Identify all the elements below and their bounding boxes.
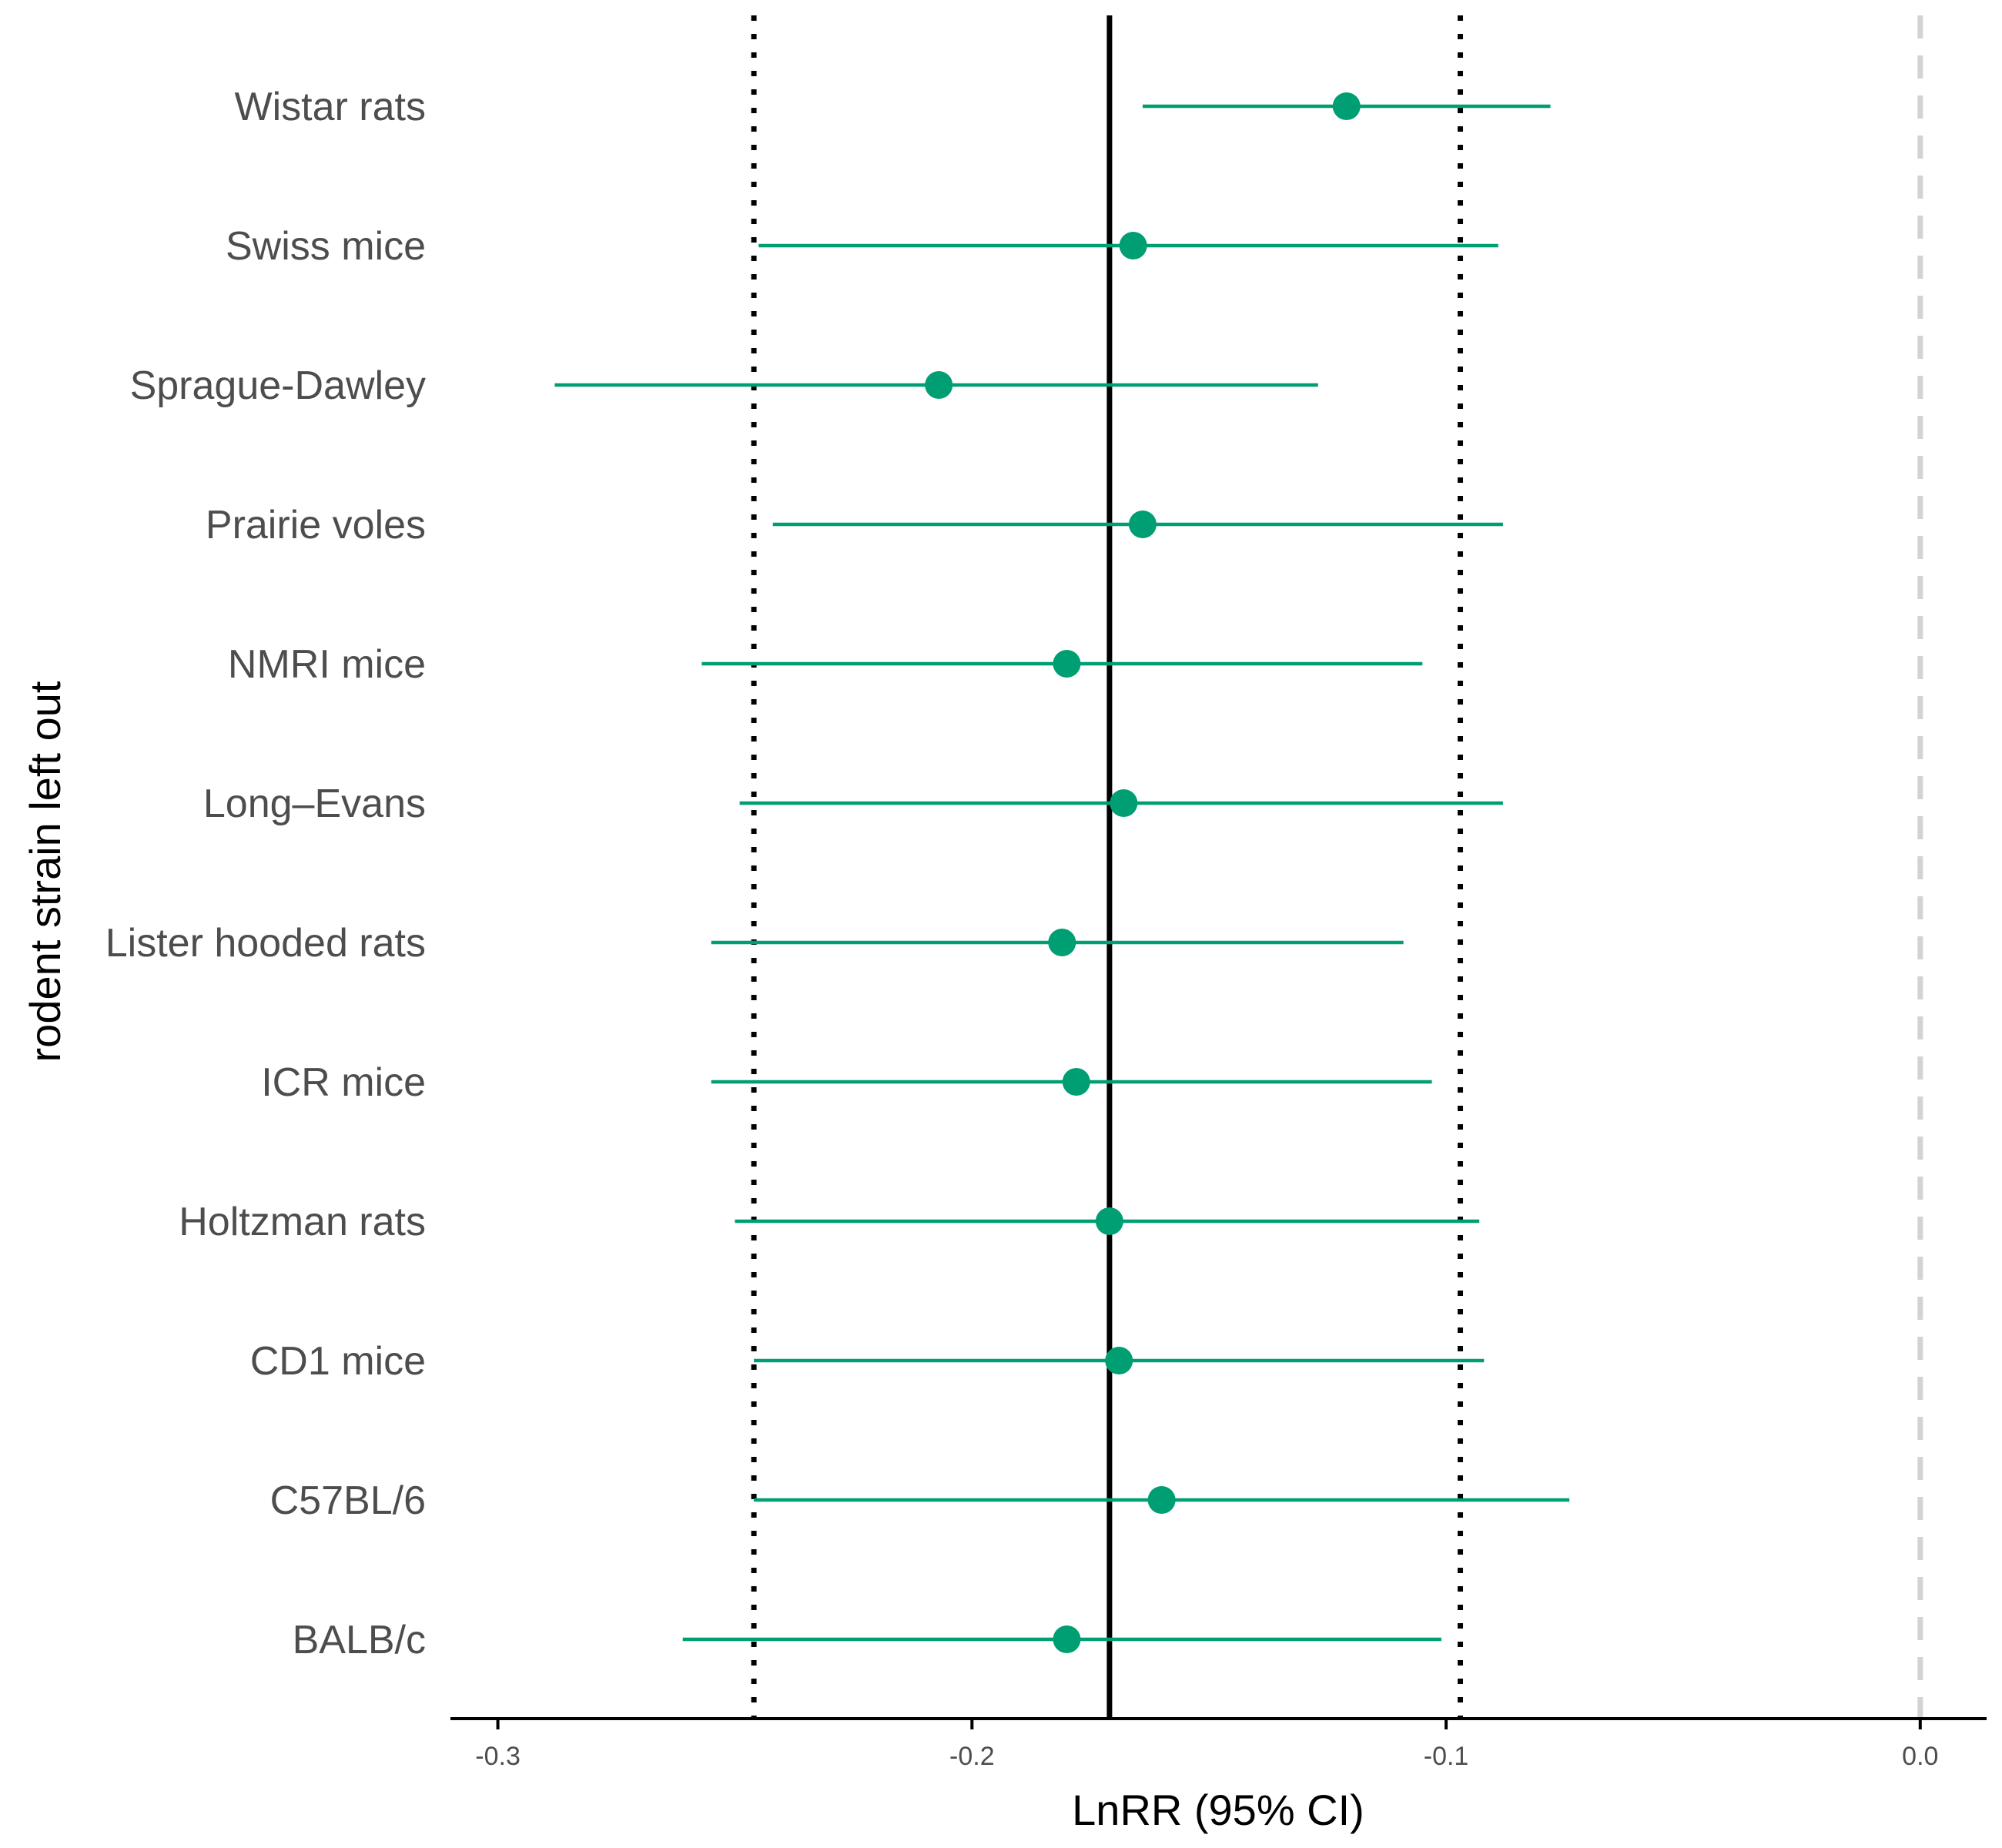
category-label: CD1 mice: [250, 1339, 426, 1384]
estimate-point: [1332, 92, 1361, 120]
category-label: Swiss mice: [226, 224, 426, 269]
estimate-point: [925, 371, 953, 399]
estimate-point: [1095, 1207, 1123, 1235]
category-label: ICR mice: [261, 1060, 426, 1105]
x-tick-label: 0.0: [1902, 1742, 1938, 1771]
x-tick-label: -0.2: [949, 1742, 995, 1771]
x-tick-label: -0.3: [475, 1742, 521, 1771]
estimate-point: [1053, 1625, 1081, 1653]
estimate-point: [1053, 650, 1081, 678]
estimate-point: [1110, 789, 1138, 817]
y-axis-labels: Wistar rats Swiss mice Sprague-Dawley Prair…: [105, 85, 426, 1662]
category-label: NMRI mice: [228, 642, 426, 687]
x-tick-label: -0.1: [1424, 1742, 1469, 1771]
category-label: C57BL/6: [270, 1478, 426, 1523]
category-label: Long–Evans: [203, 782, 426, 826]
y-axis-title: rodent strain left out: [21, 681, 69, 1062]
estimate-point: [1062, 1068, 1090, 1096]
estimate-point: [1048, 929, 1076, 956]
estimate-point: [1119, 232, 1147, 259]
category-label: BALB/c: [293, 1618, 426, 1662]
estimate-rows: [554, 92, 1570, 1653]
estimate-point: [1105, 1347, 1133, 1374]
category-label: Prairie voles: [206, 503, 426, 547]
category-label: Lister hooded rats: [105, 921, 426, 966]
category-label: Holtzman rats: [179, 1200, 426, 1244]
category-label: Sprague-Dawley: [130, 363, 426, 408]
reference-lines: [751, 15, 1923, 1719]
x-axis-title: LnRR (95% CI): [1072, 1786, 1364, 1834]
estimate-point: [1147, 1486, 1176, 1514]
x-axis: -0.3 -0.2 -0.1 0.0: [450, 1717, 1987, 1771]
estimate-point: [1128, 511, 1157, 538]
category-label: Wistar rats: [235, 85, 426, 129]
